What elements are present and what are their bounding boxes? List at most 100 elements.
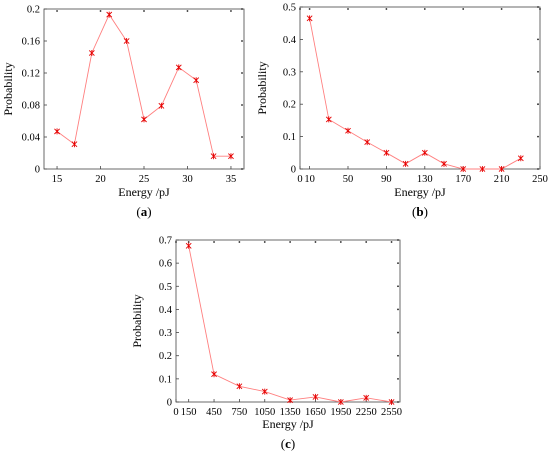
data-point-marker <box>517 155 524 162</box>
y-tick-label: 0 <box>35 165 40 176</box>
chart-panel-c: 0 150 450 750 1050 1350 1650 1950 2250 255000.10.… <box>130 236 402 452</box>
data-point-marker <box>388 399 395 405</box>
x-tick-label: 20 <box>95 174 106 185</box>
y-axis-label: Probability <box>255 61 269 114</box>
y-tick-label: 0.5 <box>283 3 296 14</box>
data-point-marker <box>71 141 78 148</box>
data-point-marker <box>363 394 370 401</box>
y-tick-label: 0.2 <box>159 351 172 362</box>
right-tick-dot <box>397 331 399 334</box>
data-point-marker <box>345 127 351 134</box>
data-point-marker <box>211 371 217 378</box>
x-tick-label: 1050 <box>254 407 275 418</box>
y-tick-label: 0.3 <box>159 328 172 339</box>
right-tick-dot <box>397 377 399 380</box>
x-tick-label: 1650 <box>305 407 326 418</box>
x-axis-label: Energy /pJ <box>118 185 170 199</box>
top-tick-dot <box>99 10 102 12</box>
top-tick-dot <box>143 10 145 12</box>
x-tick-label: 0 <box>297 174 302 185</box>
data-point-marker <box>236 383 243 390</box>
data-point-marker <box>306 15 313 22</box>
x-tick-label: 10 <box>304 174 315 185</box>
right-tick-dot <box>241 136 243 138</box>
panel-label: (a) <box>136 204 151 219</box>
x-tick-label: 250 <box>532 174 548 185</box>
x-tick-label: 0 <box>173 407 178 418</box>
data-point-marker <box>337 399 344 405</box>
y-tick-label: 0 <box>291 165 296 176</box>
data-point-marker <box>312 393 319 400</box>
data-point-marker <box>383 149 390 156</box>
x-tick-label: 170 <box>455 174 471 185</box>
data-point-marker <box>54 128 60 135</box>
top-tick-dot <box>500 8 503 10</box>
x-tick-label: 150 <box>181 407 197 418</box>
right-tick-dot <box>241 168 243 170</box>
data-point-marker <box>460 166 467 172</box>
x-tick-label: 210 <box>494 174 510 185</box>
data-point-marker <box>364 139 371 146</box>
data-point-marker <box>441 160 447 167</box>
y-tick-label: 0.1 <box>159 374 172 385</box>
data-point-marker <box>123 38 130 44</box>
y-tick-label: 0.2 <box>27 5 40 16</box>
y-tick-label: 0.16 <box>22 37 40 48</box>
top-tick-dot <box>462 8 465 10</box>
y-tick-label: 0.12 <box>22 69 40 80</box>
x-axis-label: Energy /pJ <box>394 185 446 199</box>
right-tick-dot <box>537 168 539 170</box>
x-tick-label: 2250 <box>356 407 377 418</box>
top-tick-dot <box>289 241 292 243</box>
x-tick-label: 450 <box>206 407 222 418</box>
right-tick-dot <box>241 8 243 10</box>
data-point-marker <box>261 388 268 395</box>
right-tick-dot <box>537 38 539 41</box>
y-tick-label: 0.04 <box>22 133 41 144</box>
data-point-marker <box>228 153 234 160</box>
right-tick-dot <box>397 401 399 403</box>
top-tick-dot <box>390 241 393 243</box>
y-axis-label: Probability <box>130 294 144 347</box>
data-point-marker <box>158 102 165 109</box>
top-tick-dot <box>263 241 266 243</box>
data-point-marker <box>175 64 182 71</box>
x-tick-label: 90 <box>381 174 392 185</box>
top-tick-dot <box>175 241 177 243</box>
y-tick-label: 0.2 <box>283 100 296 111</box>
y-tick-label: 0.08 <box>22 101 40 112</box>
y-tick-label: 0 <box>167 398 172 409</box>
data-point-marker <box>141 116 147 123</box>
top-tick-dot <box>230 10 232 12</box>
top-tick-dot <box>213 241 215 243</box>
data-point-marker <box>88 50 95 56</box>
series-line <box>56 13 231 157</box>
series-line <box>309 18 522 170</box>
right-tick-dot <box>397 308 399 311</box>
data-point-marker <box>193 77 200 84</box>
x-tick-label: 50 <box>343 174 354 185</box>
right-tick-dot <box>397 262 399 265</box>
x-tick-label: 1350 <box>280 407 301 418</box>
y-axis-label: Probability <box>1 62 15 115</box>
y-tick-label: 0.4 <box>159 305 173 316</box>
top-tick-dot <box>539 8 541 10</box>
panel-label: (c) <box>281 436 295 451</box>
chart-panel-a: 15 20 25 30 35 0 0.04 0.08 0.12 0.16 0.2 Energy /pJ… <box>1 5 245 219</box>
right-tick-dot <box>397 354 399 357</box>
y-tick-label: 0.1 <box>283 132 296 143</box>
right-tick-dot <box>241 72 243 74</box>
data-point-marker <box>287 397 294 404</box>
data-point-marker <box>325 116 332 123</box>
x-tick-label: 35 <box>226 174 237 185</box>
top-tick-dot <box>385 8 388 10</box>
x-tick-label: 1950 <box>330 407 351 418</box>
x-tick-label: 25 <box>139 174 150 185</box>
right-tick-dot <box>397 285 399 288</box>
right-tick-dot <box>537 103 539 106</box>
x-tick-label: 750 <box>232 407 248 418</box>
y-tick-label: 0.7 <box>159 236 172 247</box>
plot-frame <box>175 239 401 403</box>
data-point-marker <box>106 11 113 18</box>
x-axis-label: Energy /pJ <box>262 417 314 431</box>
